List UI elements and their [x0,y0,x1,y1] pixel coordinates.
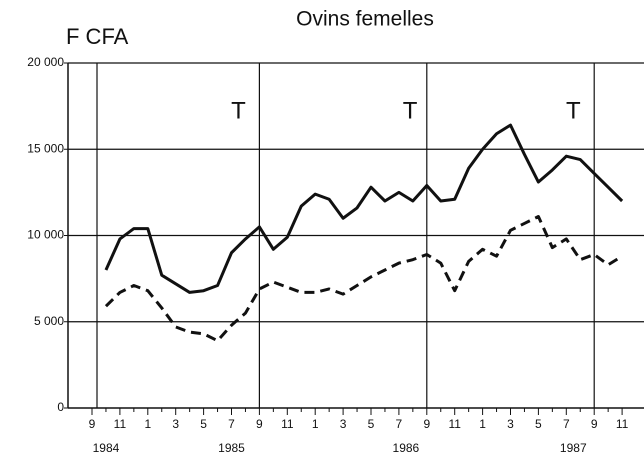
x-tick-label: 7 [396,417,403,431]
x-tick-label: 1 [312,417,319,431]
x-tick-label: 7 [563,417,570,431]
x-tick-label: 5 [200,417,207,431]
x-tick-label: 9 [89,417,96,431]
annotation: T [403,97,418,124]
line-series [104,123,624,294]
year-label: 1984 [93,441,120,455]
y-axis-label: F CFA [66,24,129,49]
annotation: T [231,97,246,124]
x-tick-label: 5 [535,417,542,431]
x-tick-label: 3 [172,417,179,431]
x-tick-label: 1 [479,417,486,431]
y-tick-label: 10 000 [27,228,64,242]
x-tick-label: 11 [281,417,294,431]
year-label: 1985 [218,441,245,455]
line-series [104,215,623,343]
x-tick-label: 11 [114,417,127,431]
y-tick-label: 5 000 [34,314,64,328]
x-tick-label: 5 [368,417,375,431]
y-tick-label: 20 000 [27,55,64,69]
annotation: T [566,97,581,124]
x-tick-label: 11 [448,417,461,431]
x-tick-label: 9 [591,417,598,431]
year-label: 1987 [560,441,587,455]
x-tick-label: 3 [340,417,347,431]
x-tick-label: 11 [616,417,629,431]
x-tick-label: 9 [256,417,263,431]
x-tick-label: 7 [228,417,235,431]
x-tick-label: 9 [423,417,430,431]
x-tick-label: 1 [144,417,151,431]
chart-title: Ovins femelles [296,8,434,31]
y-tick-label: 0 [57,400,64,414]
y-tick-label: 15 000 [27,141,64,155]
year-label: 1986 [393,441,420,455]
x-tick-label: 3 [507,417,514,431]
